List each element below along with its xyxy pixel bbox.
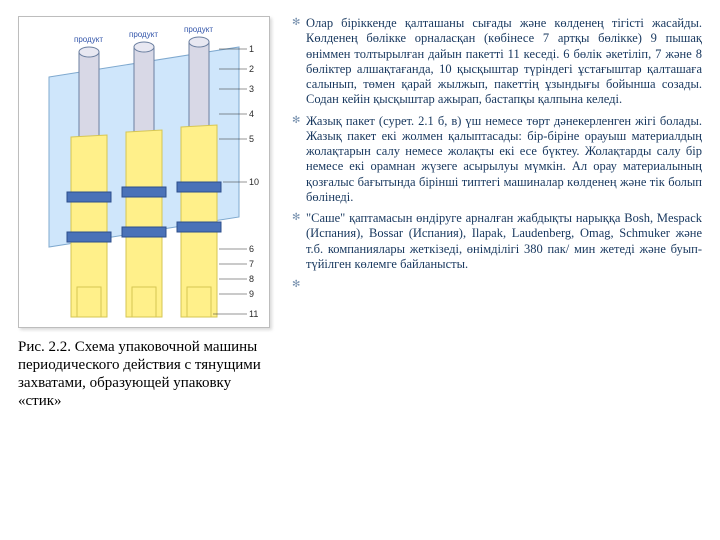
figure-caption: Рис. 2.2. Схема упако­вочной машины пери…	[18, 338, 266, 410]
bullet-item: "Саше" қаптамасын өндіруге арналған жабд…	[292, 211, 702, 272]
svg-text:6: 6	[249, 244, 254, 254]
svg-text:1: 1	[249, 44, 254, 54]
svg-text:5: 5	[249, 134, 254, 144]
svg-text:3: 3	[249, 84, 254, 94]
bullet-item: Олар біріккенде қалташаны сығады және кө…	[292, 16, 702, 108]
svg-text:4: 4	[249, 109, 254, 119]
svg-text:7: 7	[249, 259, 254, 269]
left-column: продукт продукт продукт 1 2 3 4 5 10 6 7…	[18, 16, 278, 524]
svg-text:8: 8	[249, 274, 254, 284]
figure-box: продукт продукт продукт 1 2 3 4 5 10 6 7…	[18, 16, 270, 328]
svg-text:10: 10	[249, 177, 259, 187]
svg-text:9: 9	[249, 289, 254, 299]
svg-text:продукт: продукт	[184, 25, 213, 34]
svg-text:2: 2	[249, 64, 254, 74]
bullet-item: Жазық пакет (сурет. 2.1 б, в) үш немесе …	[292, 114, 702, 206]
svg-text:11: 11	[249, 309, 258, 319]
right-column: Олар біріккенде қалташаны сығады және кө…	[278, 16, 702, 524]
packaging-machine-diagram: продукт продукт продукт 1 2 3 4 5 10 6 7…	[19, 17, 269, 327]
slide: продукт продукт продукт 1 2 3 4 5 10 6 7…	[0, 0, 720, 540]
svg-text:продукт: продукт	[74, 35, 103, 44]
svg-text:продукт: продукт	[129, 30, 158, 39]
bullet-list: Олар біріккенде қалташаны сығады және кө…	[292, 16, 702, 272]
